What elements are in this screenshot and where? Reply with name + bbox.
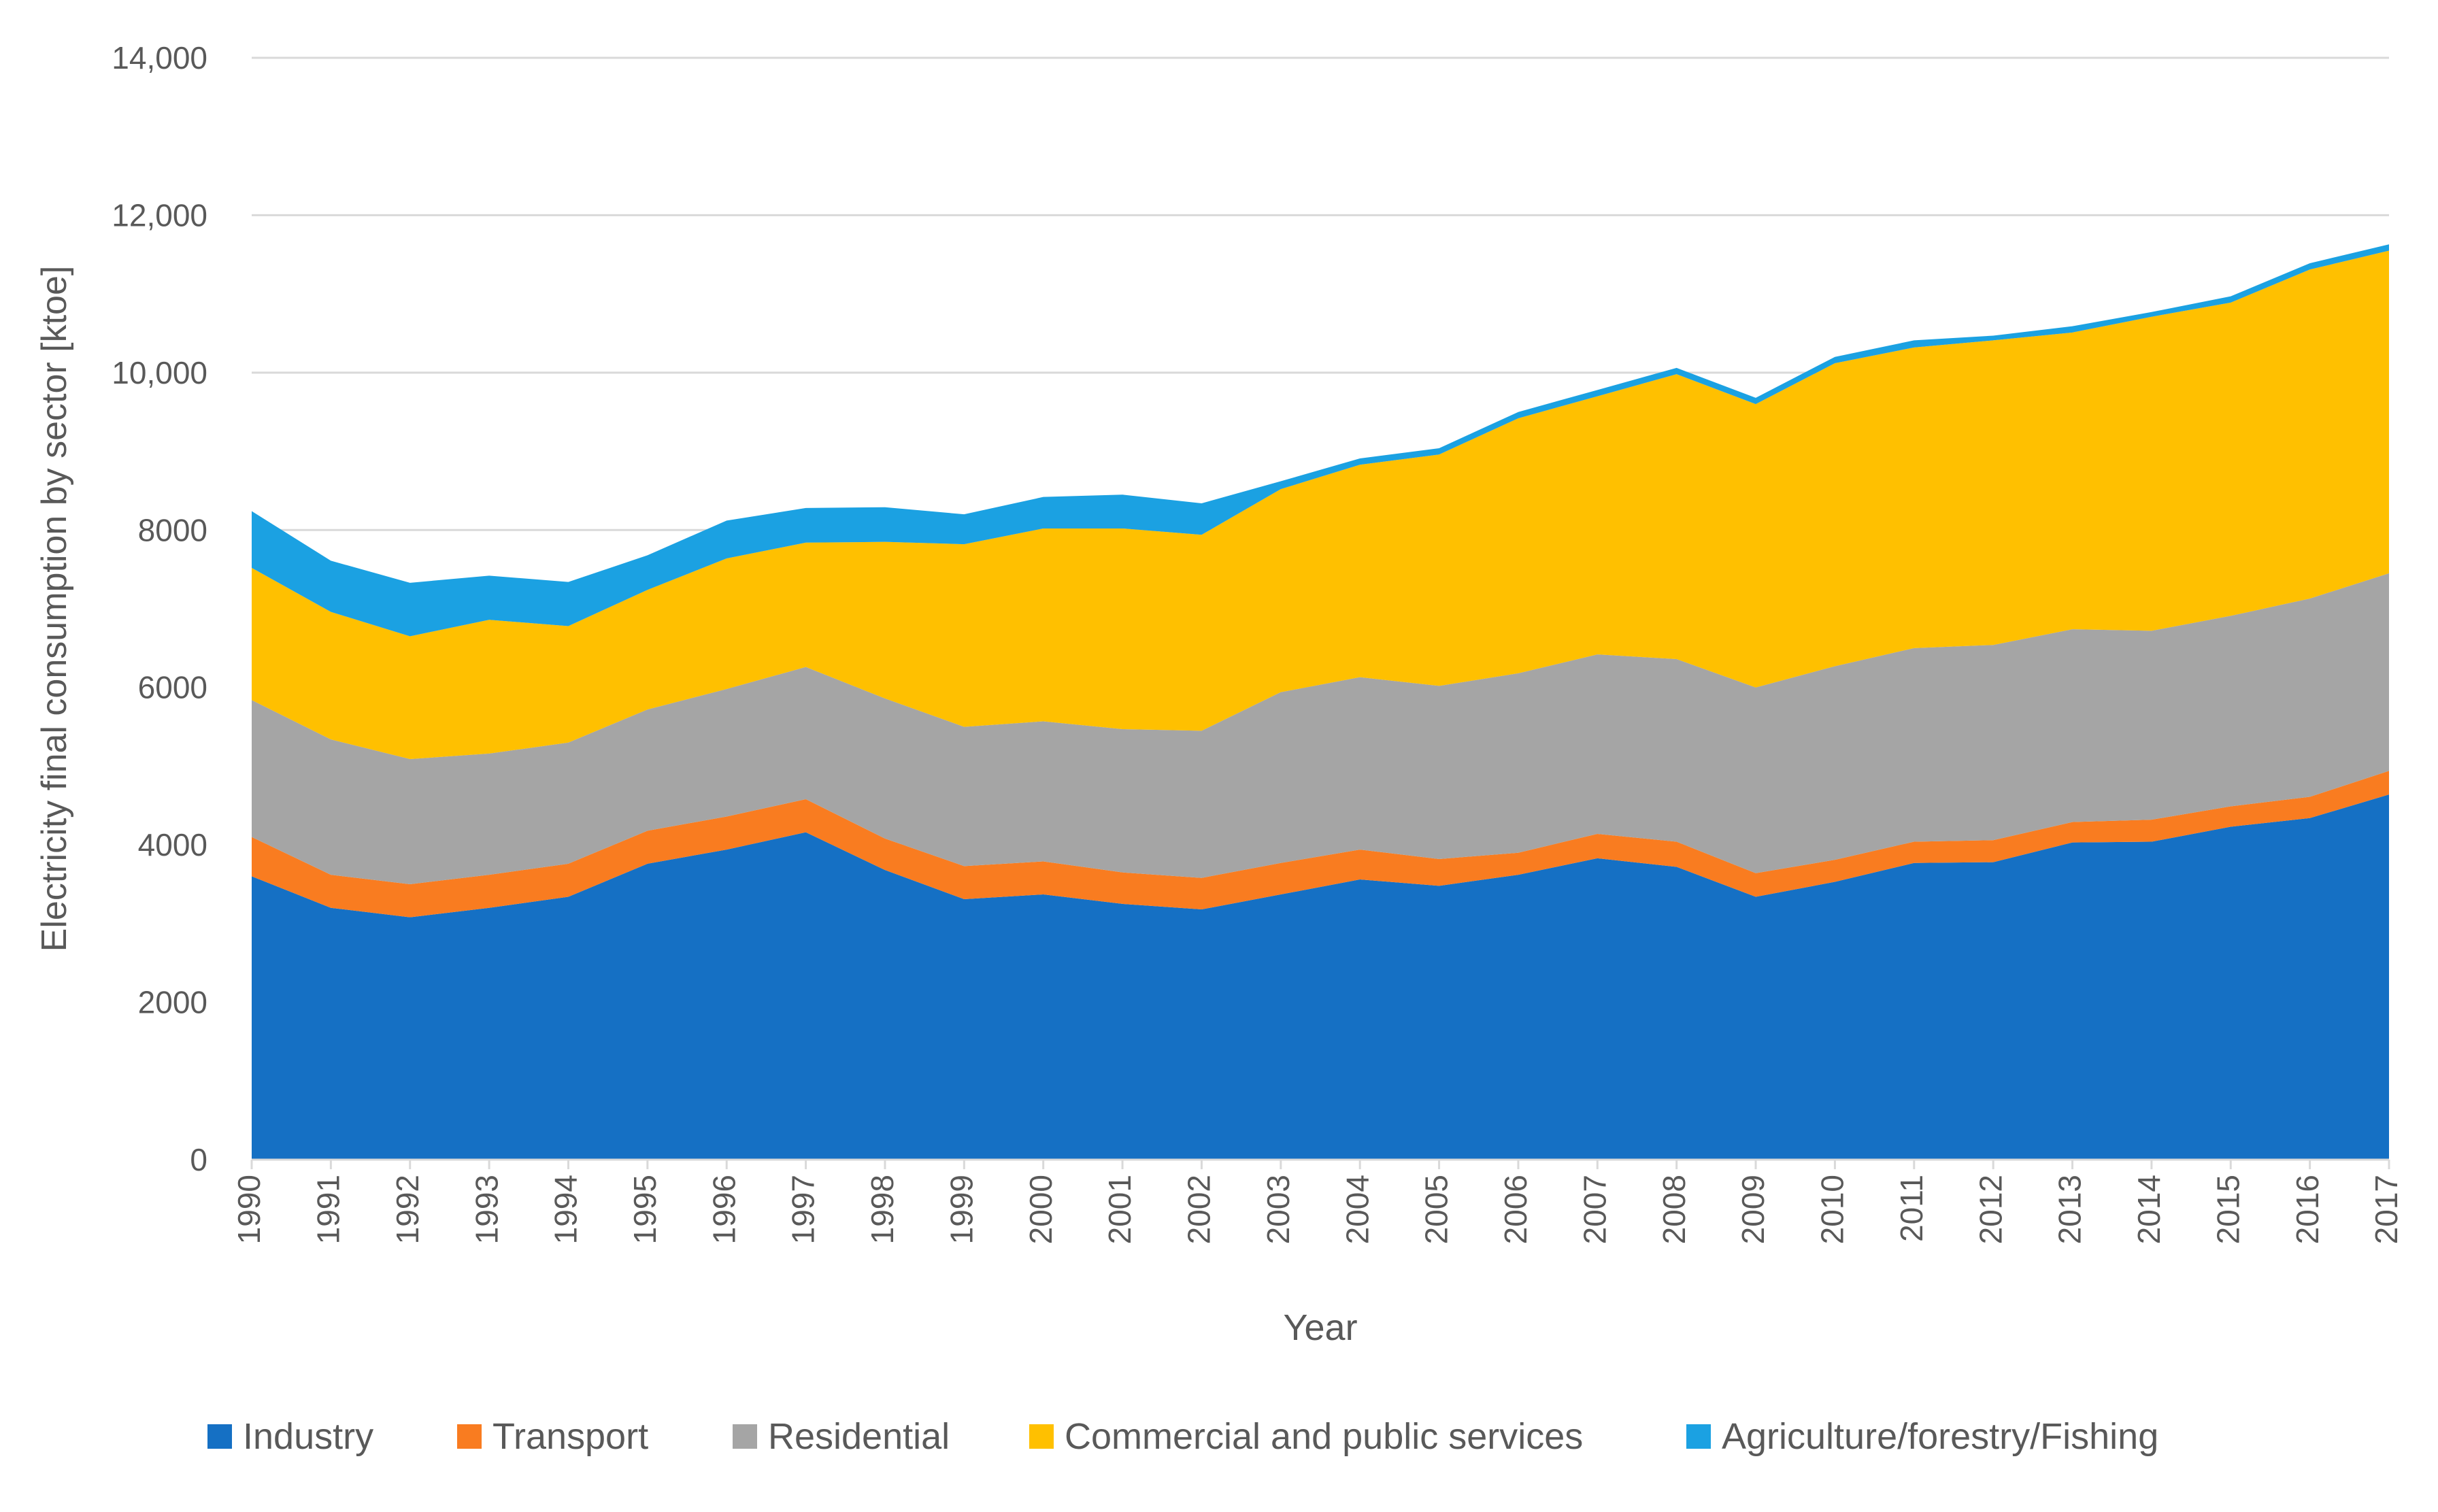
legend-label: Transport: [492, 1416, 648, 1457]
y-axis-title: Electricity final consumption by sector …: [35, 266, 74, 952]
x-tick-label: 1996: [706, 1175, 741, 1244]
x-tick-label: 2001: [1102, 1175, 1137, 1244]
x-tick-label: 2012: [1973, 1175, 2008, 1244]
x-axis-title: Year: [1283, 1307, 1357, 1348]
x-tick-label: 2014: [2131, 1175, 2167, 1244]
x-tick-label: 2011: [1894, 1175, 1929, 1242]
legend-swatch: [1029, 1424, 1054, 1449]
area-agriculture-forestry-fishing: [252, 244, 2389, 637]
x-tick-label: 2007: [1577, 1175, 1612, 1244]
x-tick-label: 1999: [944, 1175, 979, 1244]
x-tick-label: 2008: [1656, 1175, 1692, 1244]
y-tick-label: 0: [190, 1142, 207, 1177]
x-tick-label: 2015: [2210, 1175, 2245, 1244]
y-tick-label: 6000: [138, 670, 207, 705]
x-tick-label: 1993: [469, 1175, 504, 1244]
y-tick-label: 4000: [138, 827, 207, 862]
legend-swatch: [207, 1424, 232, 1449]
x-tick-label: 1990: [231, 1175, 267, 1244]
y-tick-label: 8000: [138, 512, 207, 548]
legend-label: Commercial and public services: [1065, 1416, 1583, 1457]
y-tick-label: 10,000: [112, 355, 207, 390]
x-tick-label: 1992: [390, 1175, 425, 1244]
y-tick-label: 2000: [138, 985, 207, 1020]
legend-label: Agriculture/forestry/Fishing: [1722, 1416, 2158, 1457]
x-tick-label: 2002: [1182, 1175, 1217, 1244]
legend-label: Industry: [243, 1416, 373, 1457]
x-tick-label: 2004: [1339, 1175, 1375, 1244]
axes: 0 2000 4000 6000 8000 10,000 12,000 14,000 1990 1…: [112, 40, 2404, 1244]
legend: Industry Transport Residential Commercial a…: [207, 1416, 2158, 1457]
area-industry: [252, 794, 2389, 1160]
x-tick-label: 1995: [627, 1175, 663, 1244]
legend-swatch: [733, 1424, 757, 1449]
y-tick-label: 12,000: [112, 197, 207, 233]
legend-swatch: [1686, 1424, 1711, 1449]
x-tick-label: 2009: [1735, 1175, 1771, 1244]
y-tick-label: 14,000: [112, 40, 207, 75]
x-tick-label: 2006: [1498, 1175, 1533, 1244]
x-tick-label: 2010: [1815, 1175, 1850, 1244]
x-tick-label: 2005: [1419, 1175, 1454, 1244]
x-tick-label: 2003: [1260, 1175, 1296, 1244]
x-tick-label: 1998: [865, 1175, 900, 1244]
series-areas: [252, 244, 2389, 1160]
x-tick-label: 2013: [2052, 1175, 2088, 1244]
legend-label: Residential: [768, 1416, 950, 1457]
x-tick-label: 2017: [2369, 1175, 2404, 1244]
legend-swatch: [457, 1424, 482, 1449]
area-residential: [252, 573, 2389, 884]
x-tick-label: 2016: [2290, 1175, 2325, 1244]
area-commercial-and-public-services: [252, 250, 2389, 760]
x-tick-label: 1997: [786, 1175, 821, 1244]
x-tick-label: 1991: [311, 1175, 346, 1244]
x-tick-label: 1994: [548, 1175, 584, 1244]
area-transport: [252, 771, 2389, 918]
x-tick-label: 2000: [1023, 1175, 1058, 1244]
